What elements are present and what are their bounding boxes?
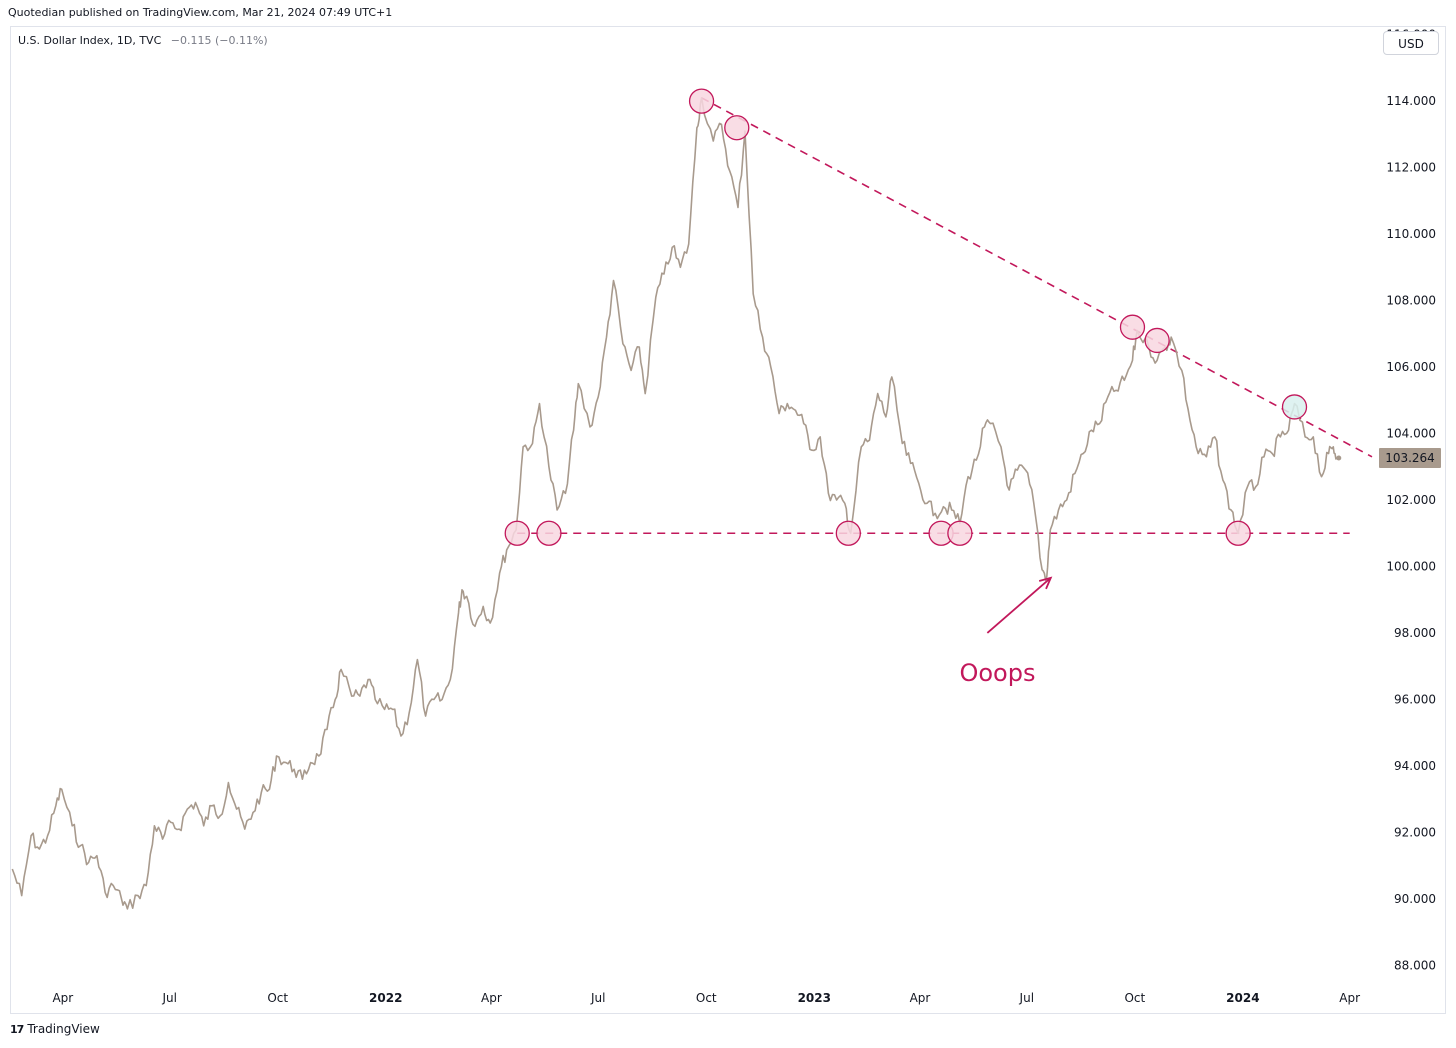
tradingview-logo-icon: 17 <box>10 1022 24 1036</box>
x-tick-label: Apr <box>910 991 931 1005</box>
x-tick-label: Oct <box>696 991 717 1005</box>
y-axis: 88.000 90.000 92.000 94.000 96.000 98.000 100.… <box>1386 28 1436 973</box>
last-value-badge-bg <box>1379 447 1441 468</box>
last-value-badge: 103.264 <box>1379 447 1441 468</box>
x-tick-label: Jul <box>161 991 176 1005</box>
symbol-name: U.S. Dollar Index, 1D, TVC <box>18 34 162 47</box>
y-tick-label: 114.000 <box>1386 94 1436 108</box>
y-tick-label: 88.000 <box>1394 958 1436 972</box>
price-change: −0.115 (−0.11%) <box>170 34 268 47</box>
pivot-marker <box>835 520 861 546</box>
y-tick-label: 100.000 <box>1386 559 1436 573</box>
y-tick-label: 112.000 <box>1386 161 1436 175</box>
footer-brand: 17 TradingView <box>10 1022 100 1036</box>
last-price-dot <box>1336 455 1342 461</box>
y-tick-label: 106.000 <box>1386 360 1436 374</box>
annotation-label: Ooops <box>959 659 1035 687</box>
price-line <box>11 97 1338 910</box>
y-tick-label: 110.000 <box>1386 227 1436 241</box>
annotation-arrowhead <box>1038 576 1053 590</box>
x-tick-label: Apr <box>481 991 502 1005</box>
pivot-markers <box>504 88 1308 546</box>
last-value-label: 103.264 <box>1385 451 1435 465</box>
y-tick-label: 96.000 <box>1394 692 1436 706</box>
pivot-marker <box>1119 314 1146 340</box>
x-tick-label: Apr <box>1339 991 1360 1005</box>
pivot-marker <box>504 520 530 546</box>
pivot-marker <box>1281 394 1308 420</box>
pivot-marker <box>1225 520 1251 546</box>
x-tick-label: Jul <box>590 991 605 1005</box>
trendlines <box>517 97 1373 535</box>
chart-frame <box>10 26 1446 1014</box>
x-tick-label: Apr <box>52 991 73 1005</box>
y-tick-label: 104.000 <box>1386 427 1436 441</box>
resistance-trendline <box>701 97 1373 458</box>
y-tick-label: 102.000 <box>1386 493 1436 507</box>
x-tick-label: 2022 <box>369 991 402 1005</box>
x-tick-label: 2023 <box>798 991 831 1005</box>
x-tick-label: Jul <box>1019 991 1034 1005</box>
brand-name: TradingView <box>27 1022 100 1036</box>
pivot-marker <box>536 520 562 546</box>
publisher-line: Quotedian published on TradingView.com, … <box>8 6 393 19</box>
pivot-marker <box>688 88 715 114</box>
pivot-marker <box>947 520 973 546</box>
pivot-marker <box>1144 327 1170 354</box>
y-tick-label: 92.000 <box>1394 825 1436 839</box>
x-tick-label: Oct <box>267 991 288 1005</box>
y-tick-label: 94.000 <box>1394 759 1436 773</box>
symbol-legend: U.S. Dollar Index, 1D, TVC −0.115 (−0.11… <box>18 34 268 47</box>
y-tick-label: 90.000 <box>1394 892 1436 906</box>
pivot-marker <box>724 115 750 141</box>
currency-button[interactable]: USD <box>1383 31 1439 55</box>
annotation-arrow <box>986 577 1052 634</box>
y-tick-label: 98.000 <box>1394 626 1436 640</box>
x-axis: Apr Jul Oct 2022 Apr Jul Oct 2023 Apr Jul Oct 2024 A… <box>52 991 1360 1005</box>
x-tick-label: 2024 <box>1226 991 1259 1005</box>
y-tick-label: 108.000 <box>1386 294 1436 308</box>
x-tick-label: Oct <box>1124 991 1145 1005</box>
annotations: Ooops <box>959 576 1053 687</box>
